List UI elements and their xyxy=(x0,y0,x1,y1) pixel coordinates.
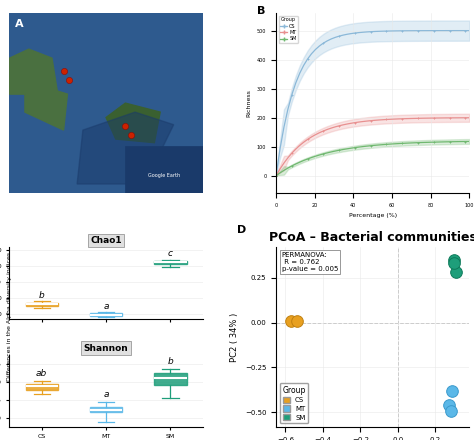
Text: c: c xyxy=(168,249,173,258)
Text: B: B xyxy=(257,6,265,16)
CS xyxy=(293,317,301,324)
PathPatch shape xyxy=(90,313,122,316)
Text: A: A xyxy=(15,18,24,29)
CS xyxy=(287,317,295,324)
Polygon shape xyxy=(9,49,58,94)
PathPatch shape xyxy=(26,303,58,306)
Legend: CS, MT, SM: CS, MT, SM xyxy=(279,16,298,43)
Y-axis label: Richness: Richness xyxy=(246,89,251,117)
MT xyxy=(445,402,452,409)
X-axis label: Percentage (%): Percentage (%) xyxy=(348,213,397,218)
SM xyxy=(450,260,458,267)
Text: b: b xyxy=(39,291,45,300)
Text: a: a xyxy=(103,390,109,399)
MT xyxy=(447,407,454,414)
SM xyxy=(452,269,460,276)
Polygon shape xyxy=(106,103,160,143)
PathPatch shape xyxy=(155,260,187,264)
Polygon shape xyxy=(77,112,173,184)
Y-axis label: PC2 ( 34% ): PC2 ( 34% ) xyxy=(230,312,239,362)
Text: a: a xyxy=(103,302,109,311)
MT xyxy=(448,387,456,394)
Text: D: D xyxy=(237,225,246,235)
Title: Shannon: Shannon xyxy=(84,344,128,353)
Text: b: b xyxy=(168,357,173,367)
Title: PCoA – Bacterial communities: PCoA – Bacterial communities xyxy=(269,231,474,244)
Title: Chao1: Chao1 xyxy=(90,236,122,245)
Text: PERMANOVA:
 R = 0.762
p-value = 0.005: PERMANOVA: R = 0.762 p-value = 0.005 xyxy=(282,253,338,272)
Text: ab: ab xyxy=(36,369,47,378)
PathPatch shape xyxy=(155,373,187,385)
Legend: CS, MT, SM: CS, MT, SM xyxy=(280,383,309,423)
Polygon shape xyxy=(25,85,67,130)
PathPatch shape xyxy=(26,384,58,390)
Bar xyxy=(126,146,203,193)
PathPatch shape xyxy=(90,407,122,412)
SM xyxy=(450,256,458,263)
Text: Differences in the Alpha diversity indices: Differences in the Alpha diversity indic… xyxy=(7,252,12,381)
Text: Google Earth: Google Earth xyxy=(148,172,180,178)
